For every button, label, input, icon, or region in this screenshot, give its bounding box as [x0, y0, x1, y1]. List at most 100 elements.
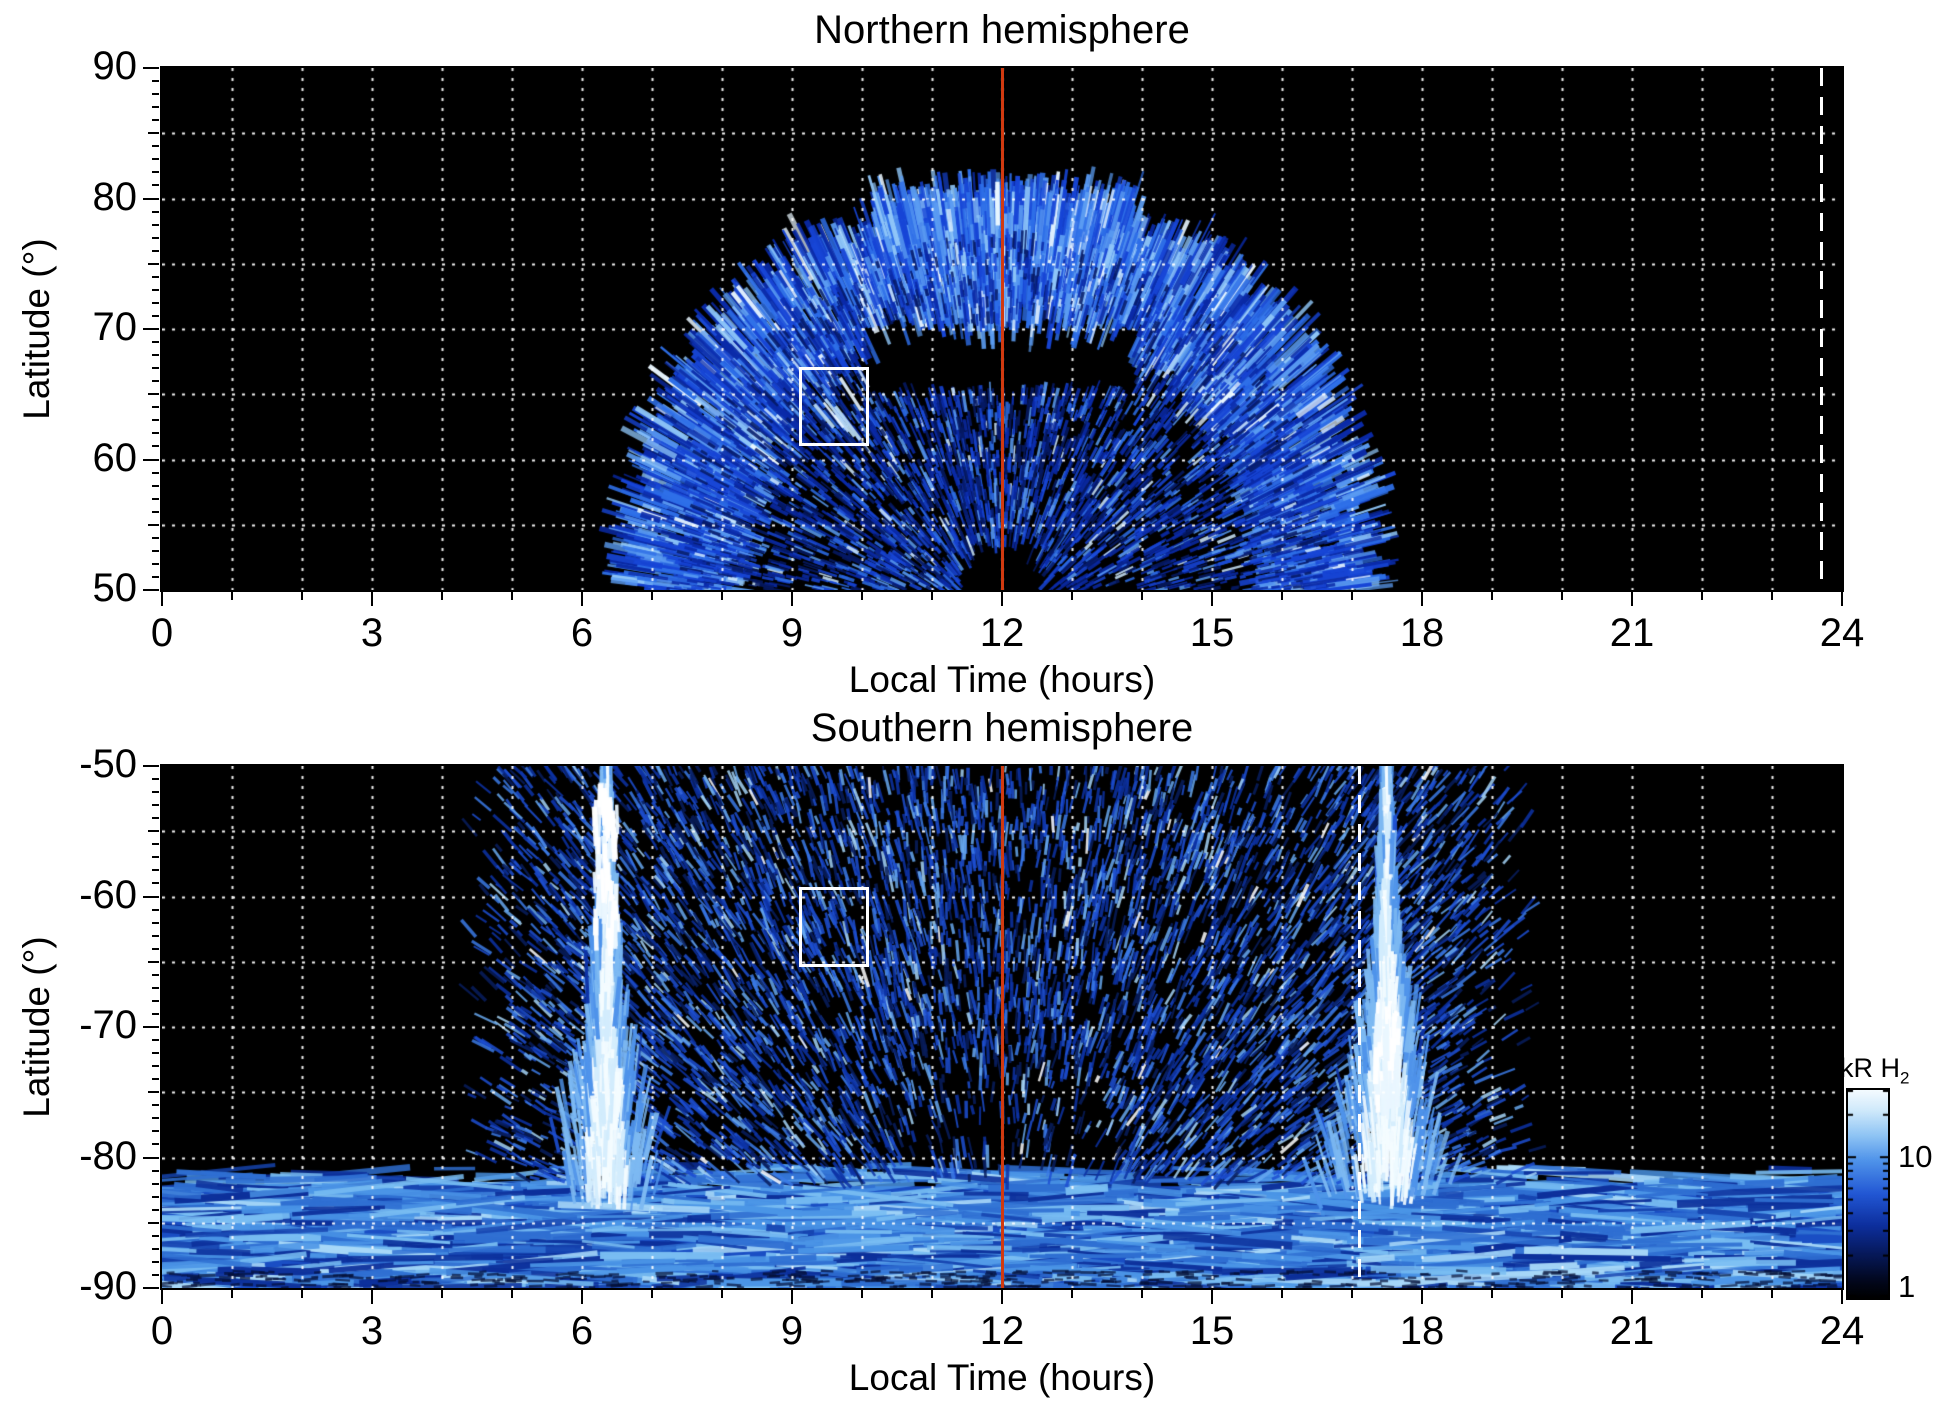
x-tick	[1491, 1290, 1493, 1298]
x-tick	[1001, 1290, 1003, 1304]
x-tick-label: 3	[360, 611, 384, 655]
y-tick	[152, 119, 159, 122]
x-tick	[721, 1290, 723, 1298]
selection-box-north	[799, 366, 869, 447]
y-tick	[152, 843, 159, 846]
plot-area-north	[162, 68, 1842, 590]
x-tick-label: 21	[1609, 1309, 1655, 1353]
y-tick-label: 50	[92, 566, 138, 610]
y-tick	[152, 184, 159, 187]
y-tick	[152, 882, 159, 885]
x-tick	[161, 1290, 163, 1304]
y-tick	[152, 171, 159, 174]
y-tick	[152, 999, 159, 1002]
x-tick	[931, 1290, 933, 1298]
x-tick-label: 0	[150, 1309, 174, 1353]
y-tick	[148, 960, 159, 963]
y-tick	[152, 778, 159, 781]
x-tick	[581, 592, 583, 606]
y-tick	[152, 301, 159, 304]
y-tick	[152, 1143, 159, 1146]
y-tick-label: -80	[79, 1133, 137, 1178]
y-tick	[152, 1012, 159, 1015]
x-tick	[931, 592, 933, 600]
y-tick	[152, 1247, 159, 1250]
y-tick	[152, 145, 159, 148]
y-tick	[152, 158, 159, 161]
y-tick	[152, 804, 159, 807]
colorbar: kR H2 10 1	[1840, 1053, 1932, 1304]
y-tick	[152, 419, 159, 422]
colorbar-title-text: kR H	[1840, 1053, 1900, 1083]
x-tick-label: 15	[1189, 1309, 1235, 1353]
y-tick	[152, 791, 159, 794]
x-axis-label-south: Local Time (hours)	[848, 1357, 1156, 1398]
x-tick-label: 6	[570, 1309, 594, 1353]
y-tick	[152, 575, 159, 578]
x-tick	[651, 1290, 653, 1298]
y-tick	[152, 973, 159, 976]
x-tick	[1561, 1290, 1563, 1298]
y-tick	[143, 1156, 159, 1159]
x-tick	[1421, 1290, 1423, 1304]
x-tick	[301, 1290, 303, 1298]
x-tick	[791, 1290, 793, 1304]
x-tick	[1771, 1290, 1773, 1298]
colorbar-title: kR H2	[1840, 1053, 1909, 1088]
y-tick-label: -50	[79, 742, 137, 786]
y-tick	[152, 510, 159, 513]
x-tick	[1001, 592, 1003, 606]
x-tick	[1211, 1290, 1213, 1304]
noon-meridian-line-north	[1000, 68, 1004, 590]
y-tick	[152, 445, 159, 448]
y-tick	[152, 1260, 159, 1263]
colorbar-tick-label-10: 10	[1898, 1139, 1933, 1175]
y-tick	[152, 1052, 159, 1055]
x-tick	[1631, 1290, 1633, 1304]
dashed-marker-line-north	[1819, 68, 1823, 590]
y-tick	[152, 471, 159, 474]
x-tick	[511, 1290, 513, 1298]
x-tick	[301, 592, 303, 600]
y-tick	[152, 1273, 159, 1276]
x-tick	[1841, 592, 1843, 606]
x-tick	[1631, 592, 1633, 606]
y-tick	[152, 934, 159, 937]
x-tick-label: 6	[570, 611, 594, 655]
noon-meridian-line-south	[1000, 766, 1004, 1288]
y-tick	[152, 288, 159, 291]
y-tick	[148, 523, 159, 526]
y-tick	[152, 223, 159, 226]
y-tick	[143, 1026, 159, 1028]
x-tick	[1351, 592, 1353, 600]
colorbar-title-subscript: 2	[1900, 1068, 1910, 1088]
x-axis-label-north: Local Time (hours)	[848, 659, 1156, 700]
x-tick-label: 9	[780, 611, 804, 655]
y-tick-label: -70	[79, 1003, 137, 1047]
x-tick	[231, 1290, 233, 1298]
y-tick	[152, 1234, 159, 1237]
panel-title-north: Northern hemisphere	[814, 8, 1190, 52]
x-tick	[1211, 592, 1213, 606]
x-tick	[1421, 592, 1423, 606]
y-tick	[148, 262, 159, 265]
x-tick	[1141, 592, 1143, 600]
y-tick	[152, 80, 159, 83]
x-tick	[1701, 592, 1703, 600]
y-tick	[148, 1091, 159, 1094]
x-tick	[371, 592, 373, 606]
x-tick	[1071, 592, 1073, 600]
x-tick	[861, 1290, 863, 1298]
y-tick	[152, 106, 159, 109]
y-tick-label: 90	[92, 44, 138, 88]
colorbar-tick-label-1: 1	[1898, 1269, 1916, 1304]
y-tick	[148, 1221, 159, 1224]
y-tick	[152, 236, 159, 239]
y-tick	[152, 249, 159, 252]
y-tick	[152, 380, 159, 383]
y-tick	[152, 210, 159, 213]
y-tick	[152, 1130, 159, 1133]
y-tick	[152, 1182, 159, 1185]
y-tick	[143, 197, 159, 200]
